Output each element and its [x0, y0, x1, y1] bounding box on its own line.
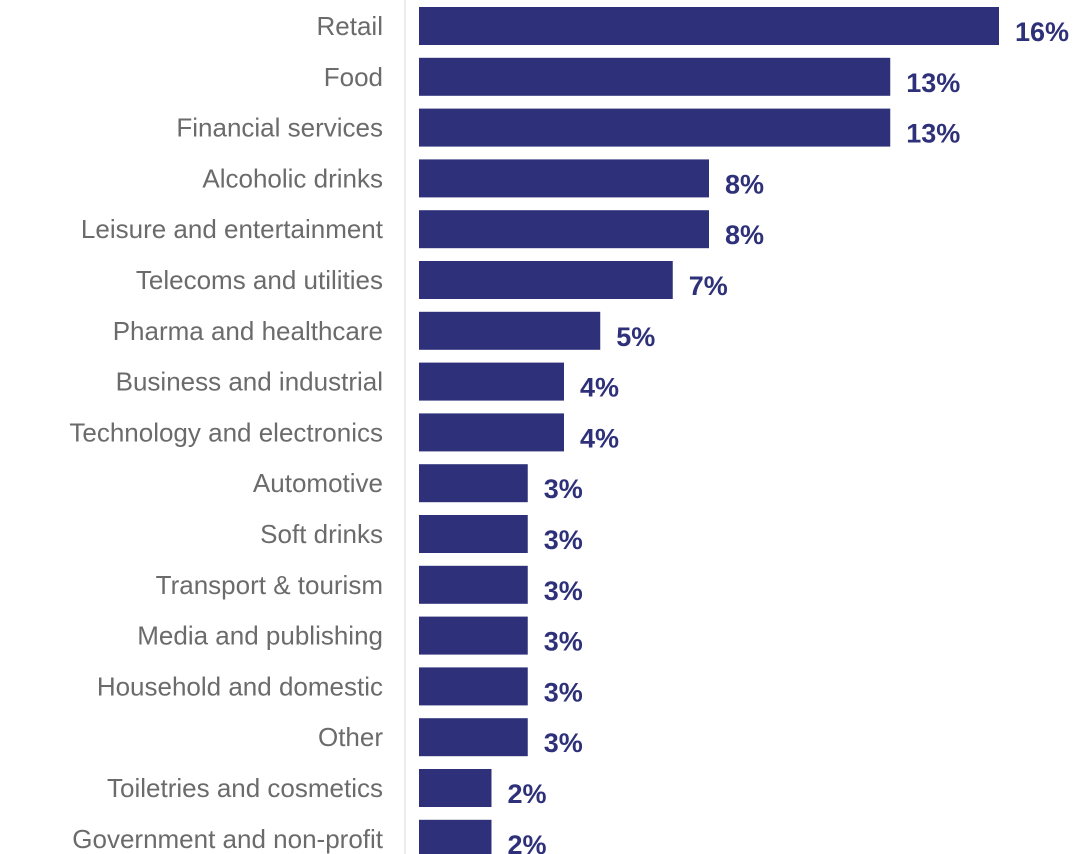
bar: [419, 311, 601, 350]
value-label: 3%: [544, 525, 583, 555]
bar: [419, 769, 492, 807]
category-label: Business and industrial: [116, 367, 383, 397]
bar: [419, 261, 673, 299]
category-label: Government and non-profit: [72, 824, 384, 854]
value-label: 2%: [508, 830, 547, 854]
category-label: Media and publishing: [137, 621, 383, 651]
category-label: Retail: [317, 11, 383, 41]
category-label: Technology and electronics: [69, 417, 383, 447]
value-label: 3%: [544, 728, 583, 758]
category-label: Leisure and entertainment: [81, 214, 384, 244]
bar: [419, 413, 564, 452]
value-label: 13%: [906, 68, 960, 98]
bar: [419, 464, 528, 503]
category-label: Pharma and healthcare: [113, 316, 383, 346]
bar: [419, 7, 999, 45]
value-label: 3%: [544, 576, 583, 606]
category-label: Food: [324, 62, 383, 92]
bar: [419, 819, 492, 854]
bar: [419, 210, 709, 249]
value-label: 3%: [544, 474, 583, 504]
bar: [419, 565, 528, 604]
value-label: 8%: [725, 169, 764, 199]
value-label: 5%: [616, 322, 655, 352]
value-label: 13%: [906, 119, 960, 149]
bar: [419, 616, 528, 655]
value-label: 7%: [689, 271, 728, 301]
category-label: Alcoholic drinks: [202, 163, 383, 193]
bar: [419, 667, 528, 706]
value-label: 3%: [544, 677, 583, 707]
bar: [419, 57, 891, 96]
value-label: 16%: [1015, 17, 1069, 47]
category-label: Other: [318, 722, 383, 752]
bars-group: Retail 16% Food 13% Financial services 13% Alc…: [69, 7, 1069, 854]
category-label: Financial services: [176, 113, 383, 143]
bar: [419, 515, 528, 553]
category-label: Automotive: [253, 468, 383, 498]
value-label: 8%: [725, 220, 764, 250]
category-label: Toiletries and cosmetics: [107, 773, 383, 803]
value-label: 4%: [580, 423, 619, 453]
bar: [419, 108, 891, 147]
bar: [419, 159, 709, 198]
value-label: 3%: [544, 627, 583, 657]
value-label: 2%: [508, 779, 547, 809]
category-label: Transport & tourism: [156, 570, 383, 600]
bar: [419, 362, 564, 401]
bar: [419, 718, 528, 757]
value-label: 4%: [580, 373, 619, 403]
category-label: Telecoms and utilities: [136, 265, 383, 295]
category-label: Soft drinks: [260, 519, 383, 549]
category-label: Household and domestic: [97, 671, 383, 701]
